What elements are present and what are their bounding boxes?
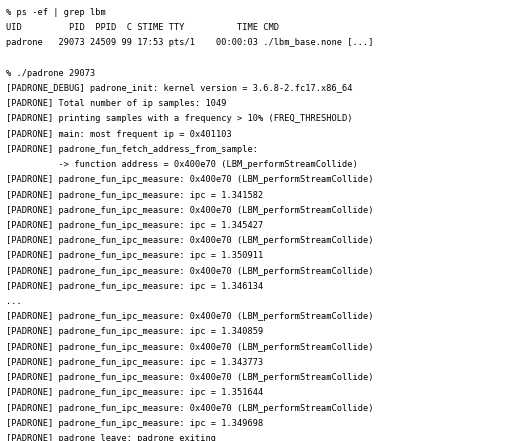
Text: [PADRONE] padrone_fun_ipc_measure: ipc = 1.346134: [PADRONE] padrone_fun_ipc_measure: ipc =… [6,282,263,291]
Text: [PADRONE] padrone_fun_ipc_measure: ipc = 1.345427: [PADRONE] padrone_fun_ipc_measure: ipc =… [6,221,263,230]
Text: [PADRONE] padrone_fun_ipc_measure: ipc = 1.349698: [PADRONE] padrone_fun_ipc_measure: ipc =… [6,419,263,428]
Text: ...: ... [6,297,22,306]
Text: % ./padrone 29073: % ./padrone 29073 [6,69,95,78]
Text: [PADRONE] padrone_fun_ipc_measure: 0x400e70 (LBM_performStreamCollide): [PADRONE] padrone_fun_ipc_measure: 0x400… [6,266,374,276]
Text: [PADRONE] padrone_fun_ipc_measure: ipc = 1.340859: [PADRONE] padrone_fun_ipc_measure: ipc =… [6,327,263,336]
Text: [PADRONE] padrone_leave: padrone exiting: [PADRONE] padrone_leave: padrone exiting [6,434,216,441]
Text: [PADRONE] padrone_fun_ipc_measure: 0x400e70 (LBM_performStreamCollide): [PADRONE] padrone_fun_ipc_measure: 0x400… [6,343,374,351]
Text: UID         PID  PPID  C STIME TTY          TIME CMD: UID PID PPID C STIME TTY TIME CMD [6,23,279,32]
Text: [PADRONE] padrone_fun_fetch_address_from_sample:: [PADRONE] padrone_fun_fetch_address_from… [6,145,258,154]
Text: [PADRONE] padrone_fun_ipc_measure: ipc = 1.351644: [PADRONE] padrone_fun_ipc_measure: ipc =… [6,389,263,397]
Text: [PADRONE] Total number of ip samples: 1049: [PADRONE] Total number of ip samples: 10… [6,99,227,108]
Text: [PADRONE] padrone_fun_ipc_measure: 0x400e70 (LBM_performStreamCollide): [PADRONE] padrone_fun_ipc_measure: 0x400… [6,175,374,184]
Text: [PADRONE] printing samples with a frequency > 10% (FREQ_THRESHOLD): [PADRONE] printing samples with a freque… [6,114,352,123]
Text: [PADRONE] padrone_fun_ipc_measure: 0x400e70 (LBM_performStreamCollide): [PADRONE] padrone_fun_ipc_measure: 0x400… [6,404,374,412]
Text: % ps -ef | grep lbm: % ps -ef | grep lbm [6,8,106,17]
Text: [PADRONE] padrone_fun_ipc_measure: 0x400e70 (LBM_performStreamCollide): [PADRONE] padrone_fun_ipc_measure: 0x400… [6,236,374,245]
Text: [PADRONE] padrone_fun_ipc_measure: 0x400e70 (LBM_performStreamCollide): [PADRONE] padrone_fun_ipc_measure: 0x400… [6,312,374,321]
Text: [PADRONE] padrone_fun_ipc_measure: 0x400e70 (LBM_performStreamCollide): [PADRONE] padrone_fun_ipc_measure: 0x400… [6,373,374,382]
Text: [PADRONE] padrone_fun_ipc_measure: ipc = 1.341582: [PADRONE] padrone_fun_ipc_measure: ipc =… [6,191,263,199]
Text: [PADRONE] padrone_fun_ipc_measure: ipc = 1.350911: [PADRONE] padrone_fun_ipc_measure: ipc =… [6,251,263,260]
Text: [PADRONE] padrone_fun_ipc_measure: ipc = 1.343773: [PADRONE] padrone_fun_ipc_measure: ipc =… [6,358,263,367]
Text: [PADRONE] padrone_fun_ipc_measure: 0x400e70 (LBM_performStreamCollide): [PADRONE] padrone_fun_ipc_measure: 0x400… [6,206,374,215]
Text: [PADRONE_DEBUG] padrone_init: kernel version = 3.6.8-2.fc17.x86_64: [PADRONE_DEBUG] padrone_init: kernel ver… [6,84,352,93]
Text: -> function address = 0x400e70 (LBM_performStreamCollide): -> function address = 0x400e70 (LBM_perf… [6,160,358,169]
Text: [PADRONE] main: most frequent ip = 0x401103: [PADRONE] main: most frequent ip = 0x401… [6,130,232,138]
Text: padrone   29073 24509 99 17:53 pts/1    00:00:03 ./lbm_base.none [...]: padrone 29073 24509 99 17:53 pts/1 00:00… [6,38,374,47]
